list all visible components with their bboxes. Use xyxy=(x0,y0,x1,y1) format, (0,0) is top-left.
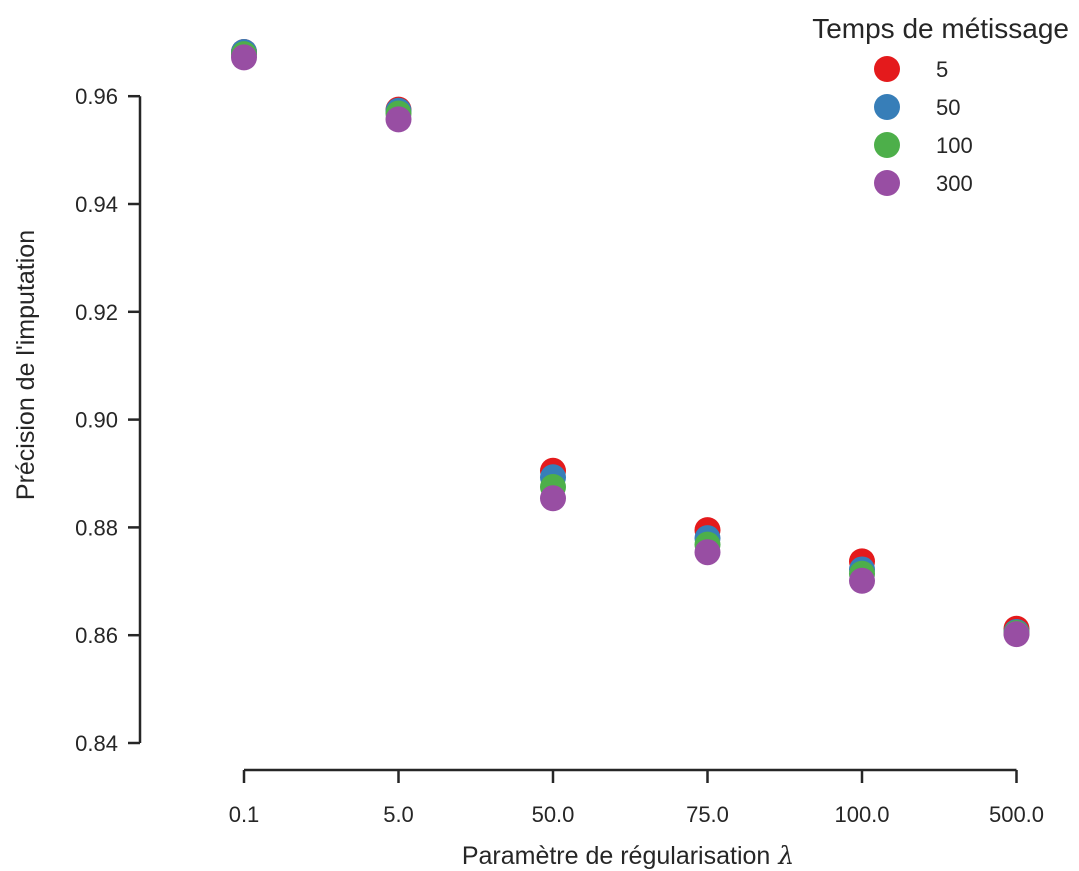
legend-item: 5 xyxy=(874,56,948,82)
lambda-symbol: λ xyxy=(777,841,794,870)
legend-item: 50 xyxy=(874,94,960,120)
x-tick-label: 75.0 xyxy=(686,802,729,827)
x-axis-title-text: Paramètre de régularisation xyxy=(462,842,771,870)
y-axis-title: Précision de l'imputation xyxy=(12,230,40,500)
y-tick-label: 0.94 xyxy=(75,192,118,217)
y-tick-label: 0.90 xyxy=(75,408,118,433)
y-tick-label: 0.84 xyxy=(75,731,118,756)
y-tick-label: 0.92 xyxy=(75,300,118,325)
y-tick-label: 0.96 xyxy=(75,84,118,109)
y-tick-label: 0.88 xyxy=(75,515,118,540)
data-point xyxy=(231,44,257,71)
legend-item: 100 xyxy=(874,132,973,158)
data-point xyxy=(849,567,875,594)
x-tick-label: 5.0 xyxy=(383,802,414,827)
x-axis-title: Paramètre de régularisation λ xyxy=(462,841,794,870)
legend: Temps de métissage 5 50 100 300 xyxy=(812,13,1069,196)
legend-marker xyxy=(874,170,900,196)
y-axis: 0.84 0.86 0.88 0.90 0.92 0.94 0.96 xyxy=(75,84,142,756)
x-tick-label: 500.0 xyxy=(989,802,1044,827)
data-point xyxy=(385,106,412,133)
x-tick-label: 0.1 xyxy=(229,802,260,827)
legend-label: 50 xyxy=(936,95,960,120)
data-point xyxy=(540,485,566,512)
data-point xyxy=(694,539,721,566)
data-points xyxy=(231,39,1030,648)
series-50 xyxy=(231,39,1030,645)
legend-label: 5 xyxy=(936,57,948,82)
legend-marker xyxy=(874,56,900,82)
legend-marker xyxy=(874,94,900,120)
series-100 xyxy=(231,41,1030,647)
legend-title: Temps de métissage xyxy=(812,13,1069,44)
legend-label: 300 xyxy=(936,171,973,196)
series-300 xyxy=(231,44,1030,648)
x-axis: 0.1 5.0 50.0 75.0 100.0 500.0 xyxy=(229,768,1044,827)
legend-item: 300 xyxy=(874,170,973,196)
data-point xyxy=(1003,621,1030,648)
y-tick-label: 0.86 xyxy=(75,623,118,648)
x-tick-label: 100.0 xyxy=(834,802,889,827)
legend-label: 100 xyxy=(936,133,973,158)
x-tick-label: 50.0 xyxy=(532,802,575,827)
series-5 xyxy=(231,39,1030,642)
legend-marker xyxy=(874,132,900,158)
